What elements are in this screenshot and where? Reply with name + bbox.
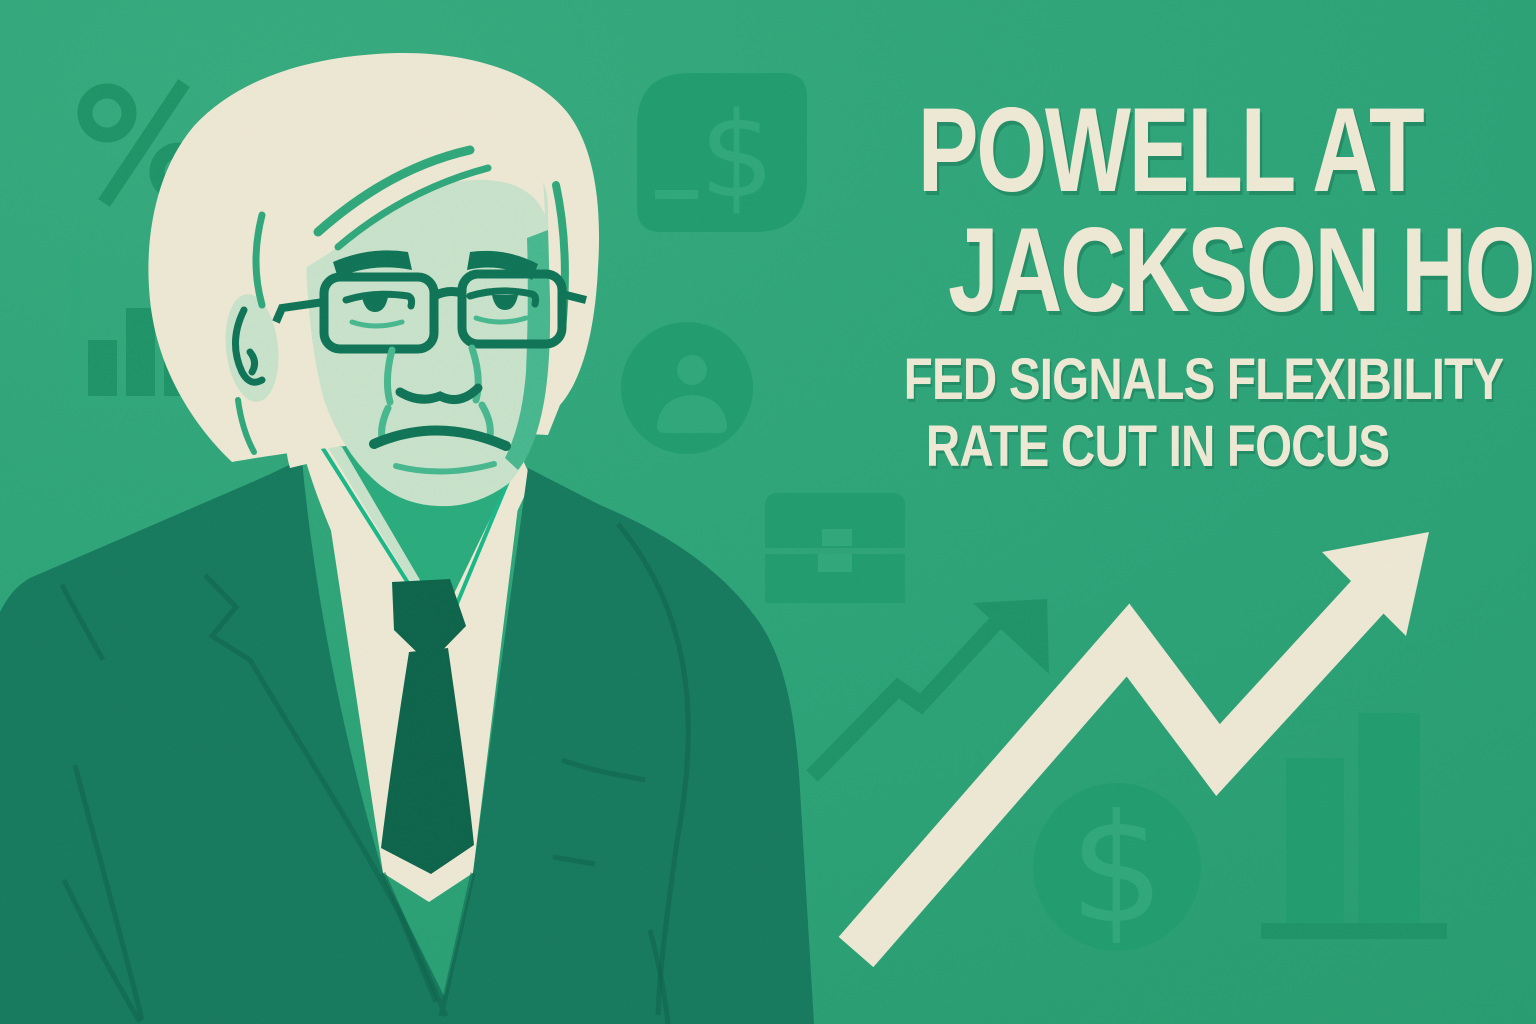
headline-line1: POWELL AT [917,83,1425,217]
headline: POWELL AT JACKSON HOLE [838,83,1536,330]
subheadline-line2: RATE CUT IN FOCUS [926,414,1390,479]
headline-line2: JACKSON HOLE [948,203,1536,337]
subheadline-line1: FED SIGNALS FLEXIBILITY [903,347,1504,412]
subheadline: FED SIGNALS FLEXIBILITY RATE CUT IN FOCU… [838,346,1504,480]
